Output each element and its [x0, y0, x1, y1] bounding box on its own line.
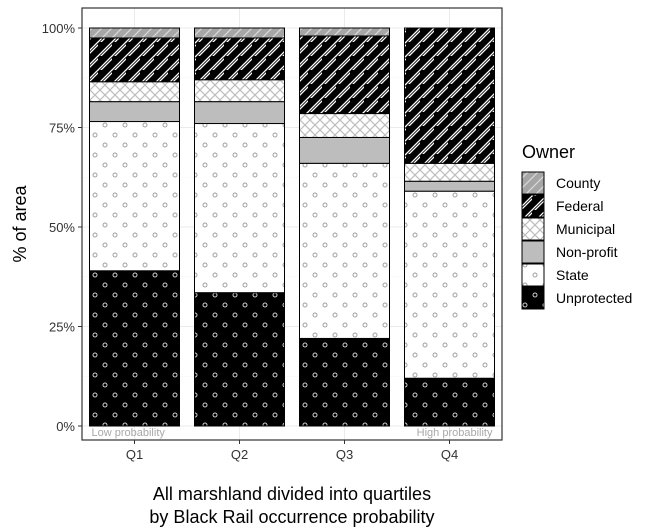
x-tick-label: Q1	[126, 447, 143, 462]
bar-unprotected-q1	[89, 270, 180, 427]
bar-municipal-q2	[194, 79, 285, 103]
legend-title: Owner	[522, 142, 575, 162]
bar-state-q3	[299, 162, 390, 339]
bar-federal-q4	[404, 27, 495, 164]
bar-municipal-q4	[404, 162, 495, 182]
bar-municipal-q1	[89, 81, 180, 103]
bar-unprotected-q3	[299, 337, 390, 427]
x-axis: Q1 Q2 Q3 Q4	[126, 440, 458, 462]
legend-label-federal: Federal	[556, 198, 603, 214]
bar-non-profit-q1	[89, 101, 180, 123]
bar-federal-q2	[194, 37, 285, 81]
x-tick-label: Q4	[441, 447, 458, 462]
legend-label-county: County	[556, 175, 600, 191]
legend-label-state: State	[556, 267, 589, 283]
y-axis-title: % of area	[10, 184, 30, 262]
bar-municipal-q3	[299, 113, 390, 138]
bar-non-profit-q4	[404, 180, 495, 192]
legend-label-unprotected: Unprotected	[556, 290, 632, 306]
legend-key-county	[521, 171, 545, 195]
bar-county-q3	[299, 27, 390, 37]
bar-state-q4	[404, 190, 495, 379]
y-tick-label: 0%	[56, 419, 75, 434]
bar-non-profit-q3	[299, 136, 390, 164]
bar-state-q1	[89, 121, 180, 272]
x-tick-label: Q3	[336, 447, 353, 462]
legend-key-federal	[521, 194, 545, 218]
y-tick-label: 75%	[49, 121, 75, 136]
legend-key-unprotected	[521, 286, 545, 310]
legend-label-non-profit: Non-profit	[556, 244, 618, 260]
legend-key-non-profit	[521, 240, 545, 264]
bar-unprotected-q2	[194, 292, 285, 427]
bar-federal-q3	[299, 35, 390, 115]
y-axis: 0% 25% 50% 75% 100%	[42, 21, 82, 434]
legend-key-municipal	[521, 217, 545, 241]
bar-state-q2	[194, 123, 285, 294]
annotations: Low probability High probability	[92, 427, 493, 439]
bar-stacks	[89, 27, 495, 427]
y-tick-label: 100%	[42, 21, 76, 36]
annotation-low-probability: Low probability	[92, 427, 166, 439]
x-axis-title-line-2: by Black Rail occurrence probability	[149, 507, 434, 527]
legend-key-state	[521, 263, 545, 287]
bar-unprotected-q4	[404, 377, 495, 427]
annotation-high-probability: High probability	[417, 427, 493, 439]
legend: Owner County Federal Municipal Non-profit St…	[521, 142, 632, 310]
y-tick-label: 50%	[49, 220, 75, 235]
bar-federal-q1	[89, 37, 180, 83]
legend-label-municipal: Municipal	[556, 221, 615, 237]
bar-non-profit-q2	[194, 101, 285, 125]
x-tick-label: Q2	[231, 447, 248, 462]
y-tick-label: 25%	[49, 320, 75, 335]
bar-county-q1	[89, 27, 180, 39]
x-axis-title-line-1: All marshland divided into quartiles	[153, 484, 431, 504]
bar-county-q2	[194, 27, 285, 39]
plot-border	[81, 7, 503, 441]
